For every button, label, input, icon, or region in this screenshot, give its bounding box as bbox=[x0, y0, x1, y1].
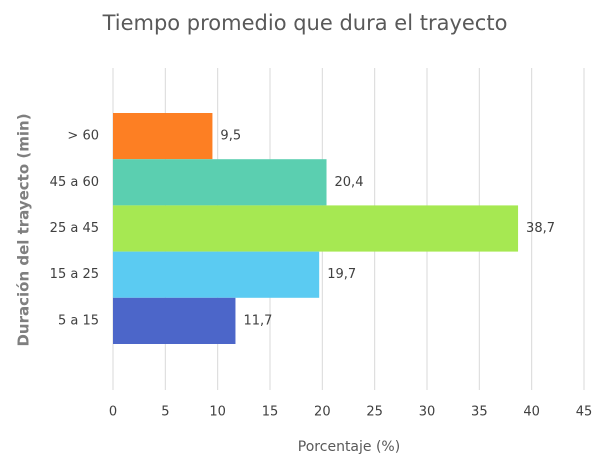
y-tick-label: > 60 bbox=[67, 129, 99, 144]
x-tick-label: 45 bbox=[576, 405, 593, 420]
x-tick-label: 0 bbox=[109, 405, 117, 420]
bar bbox=[113, 205, 519, 252]
data-label: 9,5 bbox=[220, 129, 241, 144]
chart-title: Tiempo promedio que dura el trayecto bbox=[102, 11, 508, 35]
bar bbox=[113, 113, 213, 160]
x-tick-label: 15 bbox=[262, 405, 279, 420]
bar bbox=[113, 159, 327, 206]
x-tick-label: 5 bbox=[161, 405, 169, 420]
x-tick-label: 20 bbox=[314, 405, 331, 420]
data-label: 11,7 bbox=[243, 313, 272, 328]
x-tick-label: 40 bbox=[523, 405, 540, 420]
y-tick-label: 45 a 60 bbox=[50, 175, 99, 190]
x-axis-label: Porcentaje (%) bbox=[298, 439, 400, 455]
y-tick-label: 5 a 15 bbox=[58, 313, 99, 328]
bar bbox=[113, 251, 320, 298]
x-tick-label: 25 bbox=[366, 405, 383, 420]
data-label: 38,7 bbox=[526, 221, 555, 236]
x-tick-label: 30 bbox=[419, 405, 436, 420]
y-axis-label: Duración del trayecto (min) bbox=[15, 113, 33, 346]
y-tick-label: 15 a 25 bbox=[50, 267, 99, 282]
bar bbox=[113, 297, 236, 344]
data-label: 19,7 bbox=[327, 267, 356, 282]
y-tick-label: 25 a 45 bbox=[50, 221, 99, 236]
x-tick-label: 35 bbox=[471, 405, 488, 420]
x-tick-label: 10 bbox=[209, 405, 226, 420]
data-label: 20,4 bbox=[335, 175, 364, 190]
